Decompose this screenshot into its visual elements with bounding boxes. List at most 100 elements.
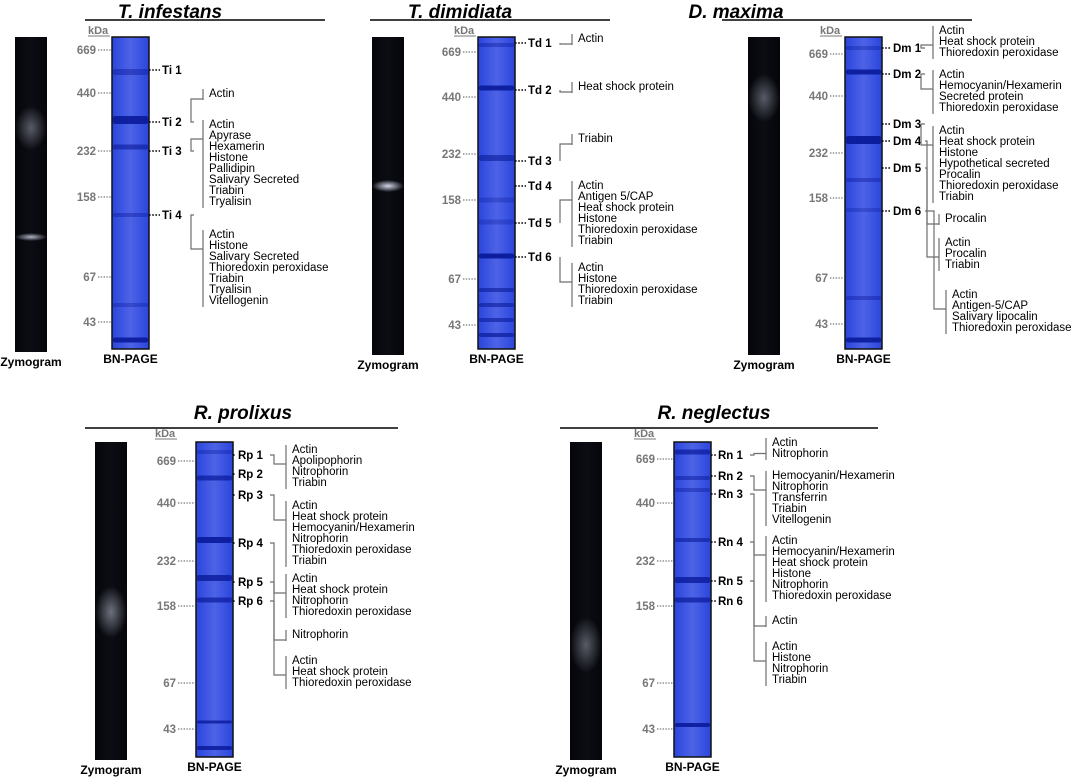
protein-name: Actin <box>578 180 604 192</box>
protein-name: Actin <box>209 229 235 241</box>
band-label: Rn 6 <box>718 596 743 608</box>
protein-name: Hemocyanin/Hexamerin <box>772 546 895 558</box>
protein-name: Triabin <box>292 477 327 489</box>
zymogram-label: Zymogram <box>733 358 794 372</box>
marker-label: 669 <box>636 454 655 466</box>
protein-name: Antigen 5/CAP <box>578 191 654 203</box>
protein-name: Thioredoxin peroxidase <box>578 224 698 236</box>
marker-label: 67 <box>642 678 655 690</box>
gel-band <box>846 136 881 144</box>
gel-band <box>846 69 881 75</box>
gel-band <box>846 337 881 343</box>
gel-band <box>479 85 514 91</box>
band-label: Td 4 <box>528 181 552 193</box>
gel-band <box>197 597 232 603</box>
protein-name: Apyrase <box>209 130 251 142</box>
band-label: Td 2 <box>528 85 552 97</box>
panel-ti: T. infestans kDa 669 440 232 158 67 43 Zymogram B… <box>0 2 328 369</box>
protein-name: Heat shock protein <box>292 584 388 596</box>
protein-connector <box>559 143 572 161</box>
protein-name: Thioredoxin peroxidase <box>939 47 1059 59</box>
gel-band <box>846 46 881 50</box>
bn-page-label: BN-PAGE <box>469 352 523 366</box>
protein-name: Nitrophorin <box>292 466 348 478</box>
gel-band <box>197 537 232 543</box>
zymogram-activity-band <box>570 617 602 673</box>
protein-name: Triabin <box>578 295 613 307</box>
protein-name: Actin <box>772 615 798 627</box>
band-label: Ti 1 <box>162 65 182 77</box>
gel-band <box>846 178 881 182</box>
gel-band <box>113 69 148 75</box>
protein-name: Nitrophorin <box>772 663 828 675</box>
band-label: Dm 1 <box>893 43 922 55</box>
protein-name: Triabin <box>209 273 244 285</box>
protein-name: Histone <box>939 147 978 159</box>
protein-name: Actin <box>939 25 965 37</box>
protein-name: Tryalisin <box>209 196 251 208</box>
band-label: Dm 2 <box>893 69 921 81</box>
gel-band <box>479 318 514 322</box>
protein-name: Actin <box>772 437 798 449</box>
species-title: D. maxima <box>688 2 783 23</box>
marker-label: 440 <box>809 91 828 103</box>
bn-page-lane <box>111 36 150 350</box>
protein-name: Antigen-5/CAP <box>952 300 1028 312</box>
zymogram-label: Zymogram <box>555 763 616 777</box>
protein-name: Nitrophorin <box>772 448 828 460</box>
zymogram-activity-band <box>15 233 47 241</box>
protein-connector <box>559 199 572 223</box>
protein-name: Hemocyanin/Hexamerin <box>939 80 1062 92</box>
protein-name: Actin <box>292 444 318 456</box>
protein-connector <box>925 167 939 258</box>
protein-name: Histone <box>578 213 617 225</box>
gel-band <box>846 296 881 300</box>
protein-name: Triabin <box>945 259 980 271</box>
marker-label: 440 <box>442 92 461 104</box>
gel-band <box>675 577 710 583</box>
gel-band <box>113 116 148 124</box>
protein-connector <box>190 98 203 123</box>
band-label: Rp 1 <box>238 450 264 462</box>
zymogram-activity-band <box>372 180 404 192</box>
marker-label: 440 <box>636 498 655 510</box>
protein-connector <box>920 73 933 90</box>
zymogram-lane <box>15 37 47 352</box>
protein-name: Hypothetical secreted <box>939 158 1050 170</box>
gel-band <box>479 197 514 203</box>
bn-page-label: BN-PAGE <box>665 760 719 774</box>
protein-name: Triabin <box>292 555 327 567</box>
protein-connector <box>270 542 286 594</box>
gel-band <box>479 219 514 225</box>
protein-name: Hemocyanin/Hexamerin <box>772 470 895 482</box>
protein-name: Salivary lipocalin <box>952 311 1038 323</box>
band-label: Td 6 <box>528 252 552 264</box>
protein-name: Thioredoxin peroxidase <box>209 262 329 274</box>
protein-connector <box>559 257 572 283</box>
protein-connector <box>270 600 286 676</box>
protein-name: Actin <box>578 262 604 274</box>
protein-name: Actin <box>939 69 965 81</box>
protein-name: Vitellogenin <box>209 295 268 307</box>
band-label: Rn 4 <box>718 537 744 549</box>
bn-page-label: BN-PAGE <box>187 760 241 774</box>
gel-band <box>675 449 710 455</box>
band-label: Rn 2 <box>718 471 743 483</box>
protein-name: Actin <box>209 119 235 131</box>
bn-page-label: BN-PAGE <box>836 352 890 366</box>
gel-band <box>197 746 232 750</box>
band-label: Rp 5 <box>238 577 264 589</box>
marker-label: 43 <box>448 320 461 332</box>
protein-name: Tryalisin <box>209 284 251 296</box>
protein-name: Actin <box>292 500 318 512</box>
band-label: Rn 1 <box>718 450 744 462</box>
protein-connector <box>920 44 933 49</box>
protein-name: Hexamerin <box>209 141 265 153</box>
panel-rp: R. prolixus kDa 669 440 232 158 67 43 Zymogram BN… <box>80 403 414 777</box>
protein-name: Pallidipin <box>209 163 255 175</box>
gel-band <box>479 303 514 307</box>
marker-label: 232 <box>809 148 828 160</box>
zymogram-label: Zymogram <box>357 358 418 372</box>
protein-name: Heat shock protein <box>292 511 388 523</box>
species-title: T. infestans <box>118 2 222 23</box>
